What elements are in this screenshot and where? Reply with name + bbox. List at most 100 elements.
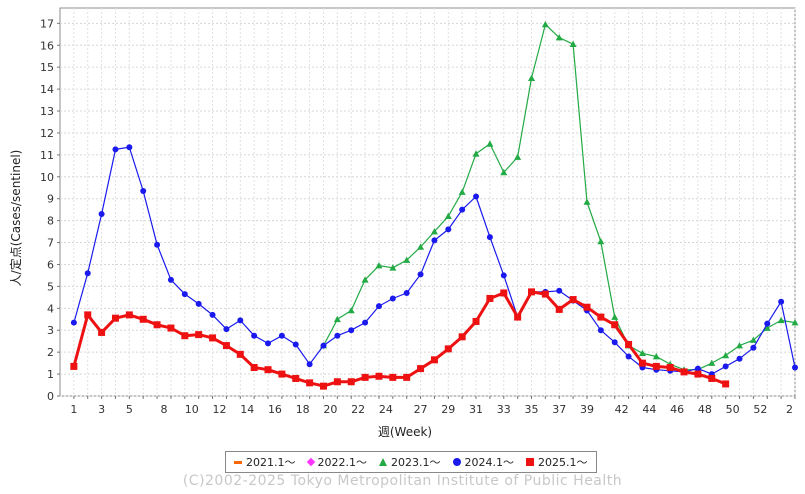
legend-label: 2022.1～: [317, 456, 368, 469]
data-point-20231: [722, 351, 730, 359]
y-tick-label: 12: [40, 127, 54, 140]
data-point-20241: [736, 355, 743, 362]
data-point-20231: [389, 264, 397, 271]
x-tick-label: 20: [323, 403, 337, 416]
data-point-20251: [333, 378, 341, 386]
x-tick-label: 48: [698, 403, 712, 416]
data-point-20241: [98, 211, 105, 218]
grid: [60, 8, 796, 397]
data-point-20241: [126, 144, 133, 151]
data-point-20231: [347, 307, 355, 314]
y-tick-label: 14: [40, 83, 54, 96]
data-point-20231: [638, 349, 646, 357]
x-tick-label: 33: [497, 403, 511, 416]
data-point-20241: [597, 327, 604, 334]
data-point-20251: [236, 350, 244, 358]
data-point-20241: [611, 339, 618, 346]
y-tick-label: 17: [40, 17, 54, 30]
data-point-20241: [278, 332, 285, 339]
data-point-20231: [763, 324, 771, 331]
x-tick-label: 44: [642, 403, 656, 416]
data-point-20251: [139, 315, 147, 323]
legend-label: 2024.1～: [464, 456, 515, 469]
data-point-20241: [556, 287, 563, 294]
data-point-20251: [361, 373, 369, 381]
y-tick-label: 11: [40, 149, 54, 162]
x-tick-label: 37: [552, 403, 566, 416]
x-tick-label: 1: [70, 403, 77, 416]
data-point-20251: [569, 296, 577, 304]
data-point-20251: [167, 324, 175, 332]
data-point-20231: [569, 40, 577, 47]
data-point-20231: [597, 237, 605, 245]
data-point-20231: [791, 319, 799, 326]
data-point-20251: [597, 313, 605, 321]
data-point-20241: [403, 289, 410, 296]
y-tick-label: 0: [47, 390, 54, 403]
data-point-20231: [777, 316, 785, 324]
copyright-credit: (C)2002-2025 Tokyo Metropolitan Institut…: [182, 473, 623, 489]
data-point-20231: [514, 153, 522, 160]
data-point-20241: [722, 363, 729, 370]
x-tick-label: 35: [525, 403, 539, 416]
data-point-20241: [473, 193, 480, 200]
x-tick-label: 39: [580, 403, 594, 416]
legend-item: 2024.1～: [452, 454, 515, 470]
data-point-20241: [181, 291, 188, 298]
legend: 2021.1～ 2022.1～ 2023.1～ 2024.1～ 2025.1～: [225, 451, 597, 473]
y-tick-label: 3: [47, 324, 54, 337]
x-tick-label: 27: [414, 403, 428, 416]
data-point-20231: [417, 243, 425, 250]
y-tick-label: 5: [47, 280, 54, 293]
data-point-20251: [375, 372, 383, 380]
legend-item: 2021.1～: [234, 454, 296, 470]
data-point-20251: [306, 379, 314, 387]
data-point-20241: [625, 353, 632, 360]
y-tick-label: 2: [47, 346, 54, 359]
data-point-20251: [222, 342, 230, 350]
x-tick-label: 42: [615, 403, 629, 416]
y-tick-label: 10: [40, 171, 54, 184]
data-point-20251: [111, 314, 119, 322]
data-point-20241: [265, 340, 272, 347]
data-point-20241: [223, 326, 230, 333]
data-point-20251: [98, 328, 106, 336]
y-tick-label: 9: [47, 193, 54, 206]
data-point-20251: [430, 356, 438, 364]
data-point-20231: [541, 20, 549, 28]
data-point-20251: [417, 365, 425, 373]
data-point-20251: [181, 332, 189, 340]
y-tick-label: 4: [47, 302, 54, 315]
x-tick-label: 8: [161, 403, 168, 416]
data-point-20251: [528, 288, 536, 296]
x-tick-label: 10: [185, 403, 199, 416]
data-point-20251: [611, 321, 619, 329]
data-point-20231: [708, 359, 716, 366]
y-tick-label: 16: [40, 39, 54, 52]
data-point-20251: [403, 373, 411, 381]
x-tick-label: 50: [726, 403, 740, 416]
data-point-20251: [555, 305, 563, 313]
y-tick-label: 7: [47, 237, 54, 250]
x-tick-label: 12: [212, 403, 226, 416]
x-tick-label: 29: [441, 403, 455, 416]
data-point-20251: [486, 294, 494, 302]
x-tick-label: 3: [98, 403, 105, 416]
x-tick-label: 5: [126, 403, 133, 416]
x-tick-label: 24: [379, 403, 393, 416]
data-point-20241: [375, 303, 382, 310]
data-point-20241: [431, 237, 438, 244]
data-point-20251: [444, 345, 452, 353]
data-point-20251: [625, 340, 633, 348]
data-point-20251: [389, 373, 397, 381]
data-point-20231: [611, 313, 619, 320]
data-point-20251: [583, 303, 591, 311]
data-point-20241: [778, 298, 785, 305]
data-point-20251: [292, 374, 300, 382]
data-point-20251: [250, 364, 258, 372]
y-tick-label: 13: [40, 105, 54, 118]
data-point-20241: [445, 226, 452, 233]
legend-item: 2023.1～: [379, 454, 441, 470]
x-tick-label: 16: [268, 403, 282, 416]
